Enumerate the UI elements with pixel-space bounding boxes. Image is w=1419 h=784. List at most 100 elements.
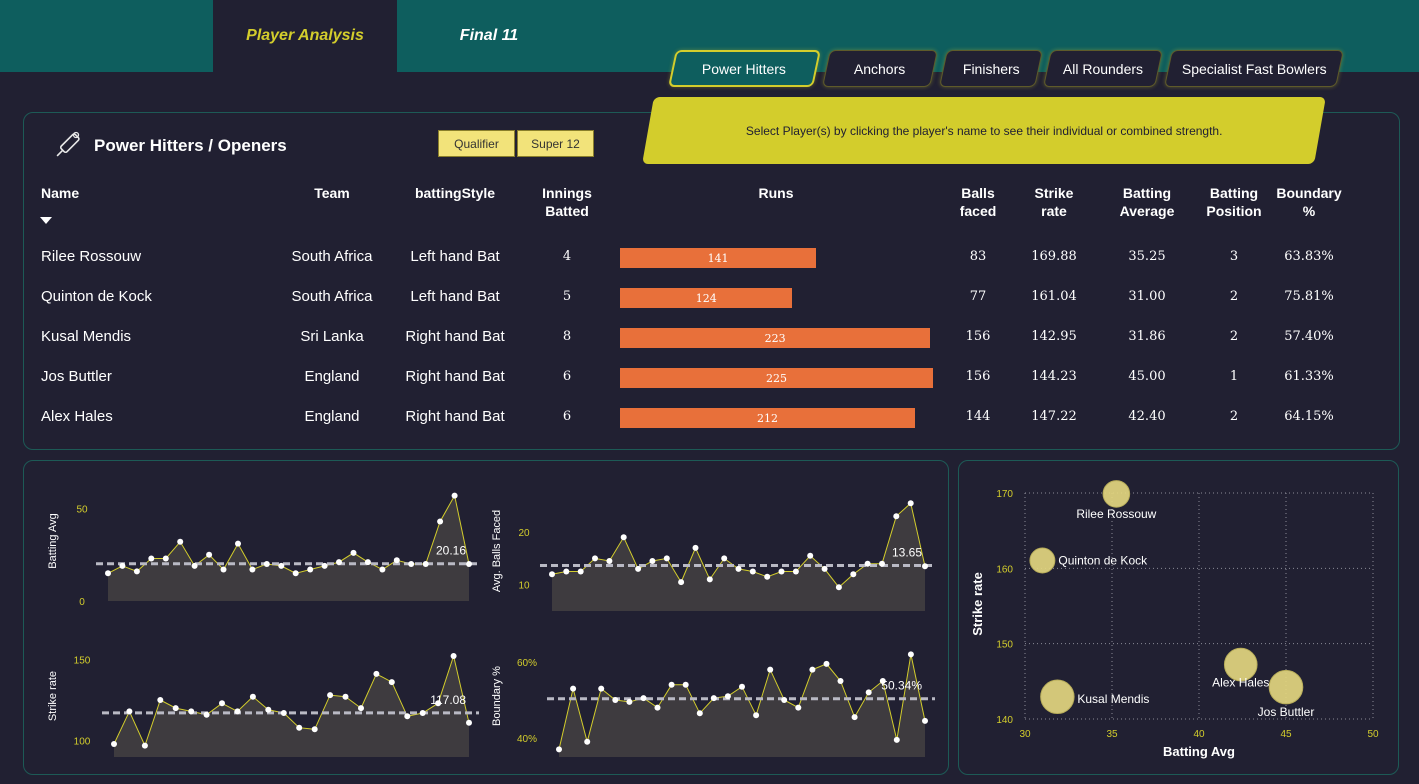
bubble-label: Alex Hales	[1212, 676, 1269, 690]
data-point	[922, 717, 928, 724]
data-point	[835, 584, 842, 591]
data-point	[358, 705, 364, 712]
batting-position-cell: 2	[1229, 409, 1239, 424]
data-point	[203, 711, 210, 718]
area-fill	[114, 656, 469, 757]
data-point	[148, 555, 155, 562]
player-name[interactable]: Rilee Rossouw	[41, 248, 142, 265]
col-header-balls[interactable]: Balls faced	[959, 185, 997, 219]
col-header-strike-rate[interactable]: Strike rate	[1034, 185, 1074, 219]
batting-average-cell: 31.00	[1128, 289, 1166, 304]
col-header-name[interactable]: Name	[41, 185, 80, 201]
bubble-label: Quinton de Kock	[1058, 553, 1148, 567]
data-point	[654, 704, 661, 711]
col-header-boundary[interactable]: Boundary %	[1276, 185, 1342, 219]
y-tick-label: 170	[996, 489, 1013, 500]
data-point	[850, 571, 857, 578]
data-point	[280, 710, 287, 716]
player-name[interactable]: Quinton de Kock	[41, 288, 152, 305]
data-point	[724, 693, 731, 700]
data-point	[249, 693, 256, 700]
average-label: 20.16	[436, 544, 466, 558]
data-point	[837, 678, 844, 684]
player-bubble	[1223, 647, 1258, 682]
innings-cell: 5	[562, 289, 572, 304]
col-header-batting-style[interactable]: battingStyle	[414, 185, 496, 201]
batting-average-cell: 31.86	[1128, 329, 1166, 344]
data-point	[781, 697, 788, 703]
data-point	[792, 568, 799, 575]
col-header-runs[interactable]: Runs	[758, 185, 794, 201]
data-point	[584, 738, 591, 745]
team-cell: Sri Lanka	[300, 328, 364, 345]
runs-bar-label: 225	[766, 371, 787, 385]
tab-final-11[interactable]: Final 11	[459, 27, 519, 44]
data-point	[549, 571, 555, 578]
innings-cell: 6	[562, 369, 572, 384]
bubble-label: Kusal Mendis	[1077, 692, 1149, 706]
team-cell: England	[304, 408, 360, 425]
team-cell: South Africa	[291, 288, 373, 305]
data-point	[435, 700, 442, 707]
col-header-batting-average[interactable]: Batting Average	[1119, 185, 1175, 219]
data-point	[767, 666, 774, 673]
y-tick-label: 150	[74, 655, 91, 666]
batting-style-cell: Left hand Bat	[410, 288, 500, 305]
col-header-innings[interactable]: Innings Batted	[542, 185, 592, 219]
col-header-team[interactable]: Team	[314, 185, 350, 201]
y-tick-label: 10	[518, 581, 530, 592]
runs-bar: 124	[620, 288, 793, 308]
panel-title: Power Hitters / Openers	[94, 136, 287, 155]
data-point	[612, 697, 619, 703]
cricket-bat-icon	[56, 131, 80, 157]
trend-charts-panel	[23, 460, 949, 775]
col-header-batting-position[interactable]: Batting Position	[1206, 185, 1262, 219]
y-tick-label: 160	[996, 564, 1013, 575]
filter-super12-button[interactable]: Super 12	[517, 130, 594, 157]
boundary-cell: 64.15%	[1284, 409, 1334, 424]
data-point	[188, 708, 195, 715]
player-name[interactable]: Kusal Mendis	[41, 328, 132, 345]
data-point	[249, 566, 256, 573]
innings-cell: 6	[562, 409, 572, 424]
player-name[interactable]: Alex Hales	[41, 408, 113, 425]
data-point	[893, 736, 900, 743]
player-name[interactable]: Jos Buttler	[41, 368, 112, 385]
runs-bar: 223	[620, 328, 931, 348]
average-label: 117.08	[430, 693, 466, 707]
filter-qualifier-button[interactable]: Qualifier	[438, 130, 515, 157]
data-point	[379, 566, 386, 573]
data-point	[735, 565, 742, 572]
batting-average-cell: 35.25	[1128, 249, 1166, 264]
data-point	[678, 579, 685, 586]
data-point	[311, 726, 318, 733]
area-fill	[559, 654, 925, 757]
data-point	[640, 695, 647, 702]
data-point	[821, 565, 828, 572]
data-point	[364, 559, 371, 566]
data-point	[111, 741, 117, 747]
data-point	[220, 566, 227, 573]
data-point	[739, 683, 745, 690]
batting-position-cell: 2	[1229, 329, 1239, 344]
y-tick-label: 140	[996, 715, 1013, 726]
data-point	[668, 681, 675, 688]
scatter-panel	[958, 460, 1399, 775]
runs-bar-label: 124	[695, 291, 717, 305]
innings-cell: 8	[562, 329, 572, 344]
data-point	[663, 555, 670, 562]
data-point	[265, 706, 272, 713]
data-point	[451, 492, 458, 499]
strike-rate-cell: 144.23	[1031, 369, 1077, 384]
x-axis-label: Batting Avg	[1163, 744, 1235, 759]
data-point	[809, 666, 816, 673]
data-point	[321, 562, 328, 569]
data-point	[556, 746, 562, 753]
runs-bar-label: 212	[756, 411, 778, 425]
tab-player-analysis[interactable]: Player Analysis	[213, 0, 397, 72]
y-tick-label: 40%	[517, 734, 537, 745]
data-point	[422, 561, 429, 567]
y-tick-label: 60%	[517, 658, 537, 669]
team-cell: South Africa	[291, 248, 373, 265]
sort-down-icon[interactable]	[40, 217, 52, 225]
